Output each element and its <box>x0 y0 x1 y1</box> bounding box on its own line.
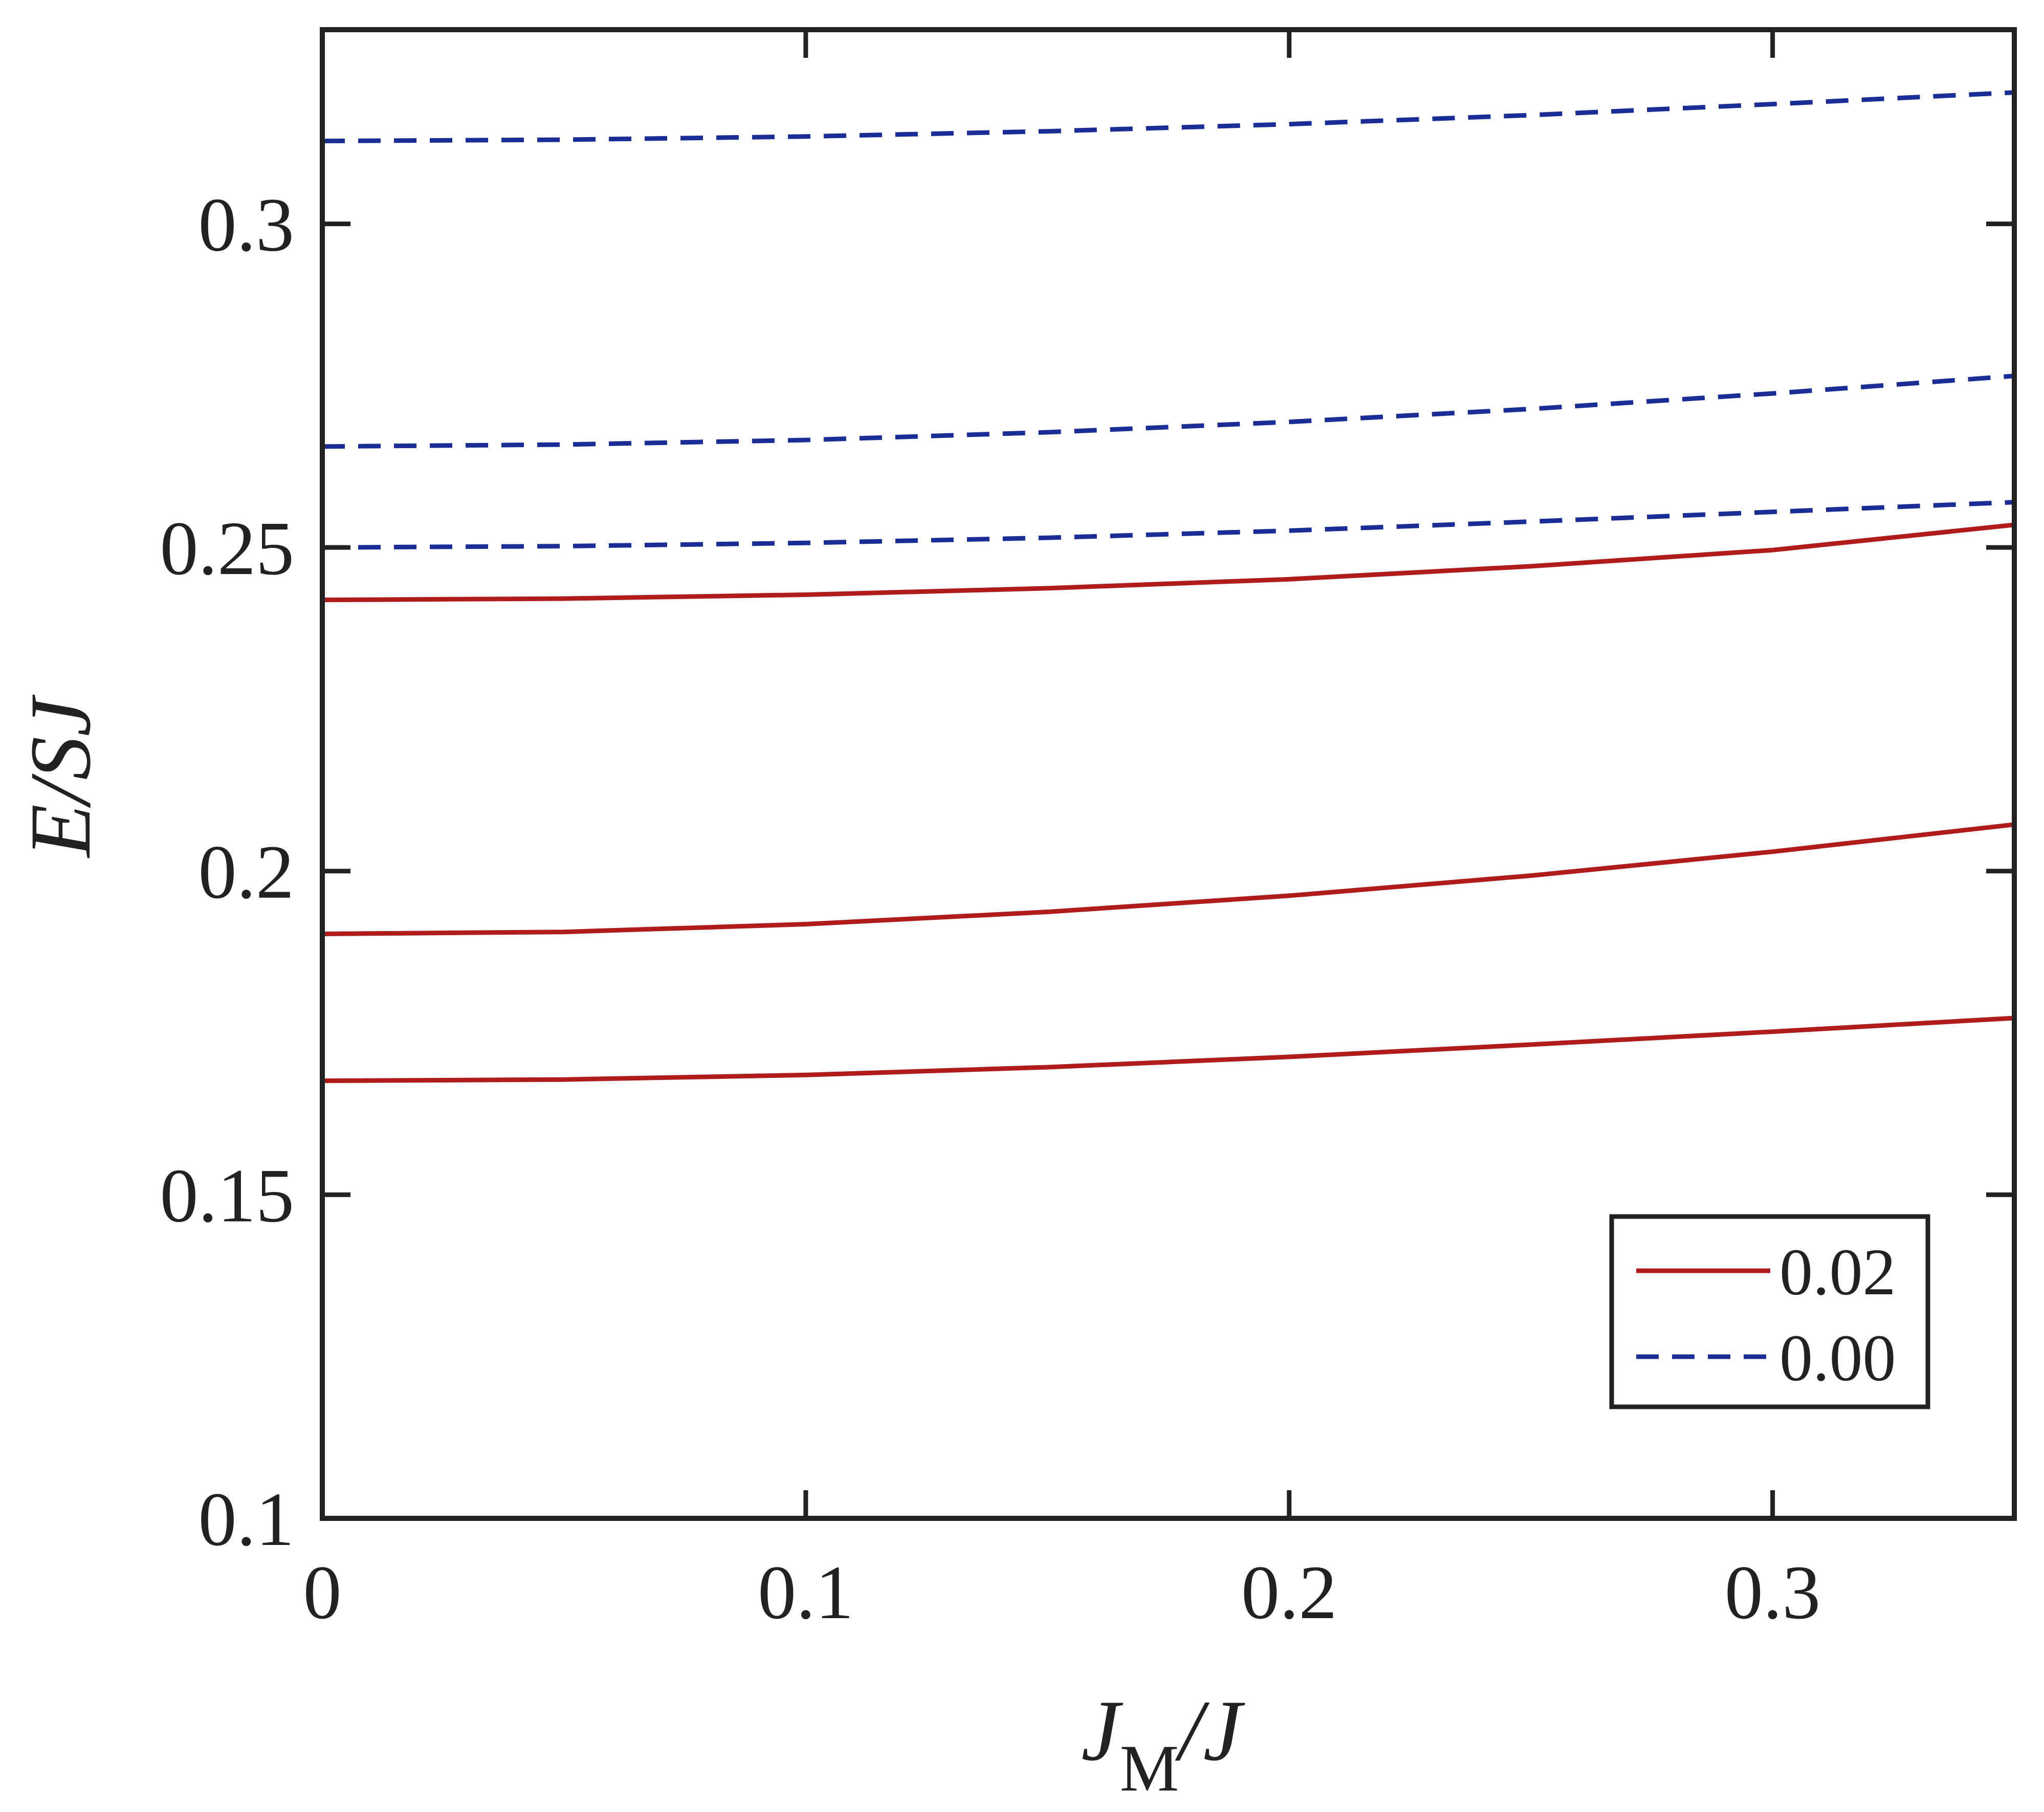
x-tick-label: 0.1 <box>758 1550 854 1635</box>
y-tick-label: 0.15 <box>160 1153 295 1238</box>
y-tick-label: 0.2 <box>199 830 295 915</box>
series-line-0.00 <box>322 373 2015 449</box>
x-tick-label: 0.2 <box>1241 1550 1337 1635</box>
series-line-0.00 <box>322 90 2015 144</box>
series-line-0.00 <box>322 500 2015 550</box>
y-tick-label: 0.3 <box>199 183 295 268</box>
x-axis-title-main: J <box>1081 1683 1124 1779</box>
x-axis-title-subscript: M <box>1120 1732 1179 1805</box>
ticks-layer <box>320 30 2014 1521</box>
legend: 0.02 0.00 <box>1609 1214 1930 1409</box>
plot-frame <box>320 27 2017 1521</box>
y-axis-title: E/SJ <box>12 694 108 858</box>
series-line-0.02 <box>322 1015 2015 1084</box>
tick-labels: 0 0.1 0.2 0.30.10.150.20.250.3 <box>160 183 1821 1635</box>
series-line-0.02 <box>322 522 2015 603</box>
y-tick-label: 0.25 <box>160 506 295 591</box>
x-axis-title-suffix: /J <box>1175 1683 1245 1779</box>
legend-label-0.00: 0.00 <box>1779 1321 1896 1395</box>
x-axis-title: JM/J <box>1081 1683 1245 1805</box>
series-line-0.02 <box>322 822 2015 936</box>
y-tick-label: 0.1 <box>199 1477 295 1562</box>
x-tick-label: 0.3 <box>1725 1550 1821 1635</box>
legend-box <box>1609 1214 1930 1409</box>
legend-label-0.02: 0.02 <box>1779 1235 1896 1309</box>
series-layer <box>322 90 2015 1084</box>
x-tick-label: 0 <box>303 1550 342 1635</box>
